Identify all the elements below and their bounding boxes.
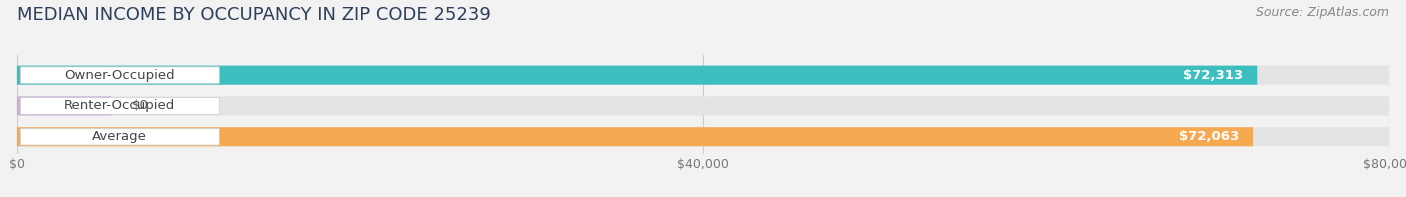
Text: Average: Average: [93, 130, 148, 143]
FancyBboxPatch shape: [17, 127, 1389, 146]
FancyBboxPatch shape: [17, 66, 1257, 85]
Text: Owner-Occupied: Owner-Occupied: [65, 69, 176, 82]
FancyBboxPatch shape: [17, 127, 1253, 146]
FancyBboxPatch shape: [17, 96, 111, 115]
Text: $72,313: $72,313: [1184, 69, 1243, 82]
FancyBboxPatch shape: [20, 128, 219, 145]
FancyBboxPatch shape: [17, 66, 1389, 85]
Text: $0: $0: [132, 99, 149, 112]
FancyBboxPatch shape: [17, 96, 1389, 115]
Text: Renter-Occupied: Renter-Occupied: [65, 99, 176, 112]
Text: MEDIAN INCOME BY OCCUPANCY IN ZIP CODE 25239: MEDIAN INCOME BY OCCUPANCY IN ZIP CODE 2…: [17, 6, 491, 24]
Text: $72,063: $72,063: [1180, 130, 1239, 143]
FancyBboxPatch shape: [20, 67, 219, 84]
Text: Source: ZipAtlas.com: Source: ZipAtlas.com: [1256, 6, 1389, 19]
FancyBboxPatch shape: [20, 98, 219, 114]
